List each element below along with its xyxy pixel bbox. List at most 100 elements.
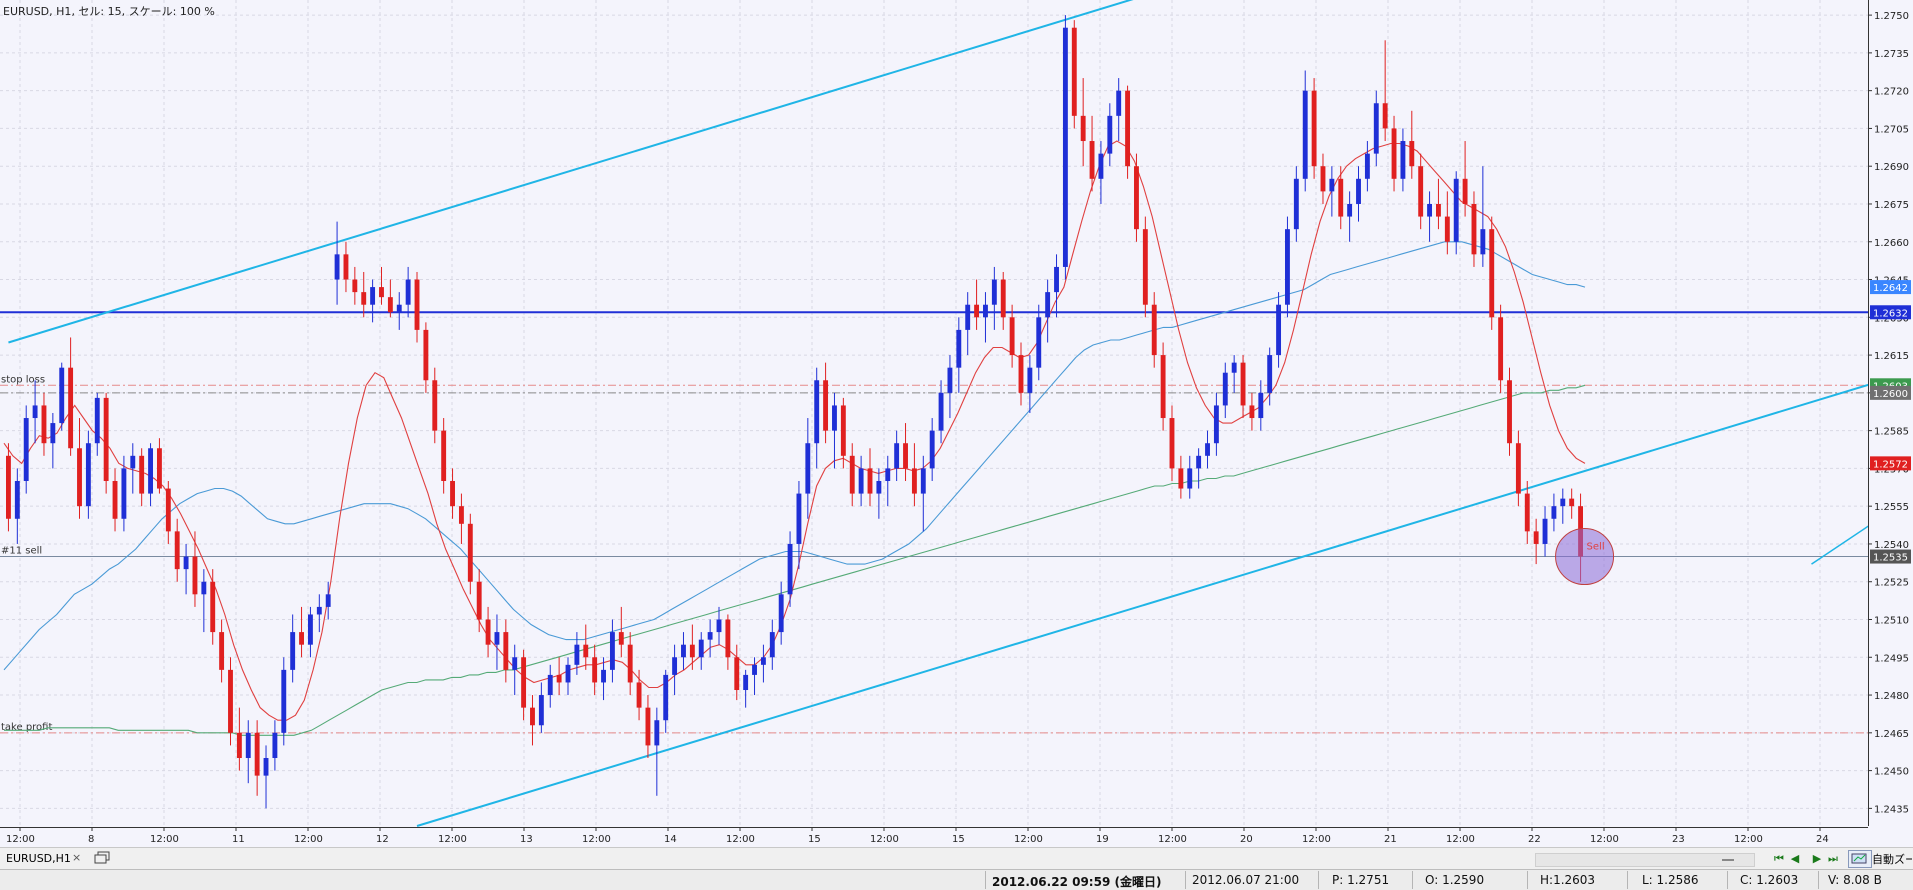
price-tick-label: 1.2705 bbox=[1874, 124, 1909, 135]
new-window-icon[interactable] bbox=[94, 851, 110, 865]
price-tag-label: 1.2572 bbox=[1873, 459, 1908, 470]
status-close: C: 1.2603 bbox=[1740, 873, 1799, 887]
price-tick-label: 1.2555 bbox=[1874, 502, 1909, 513]
autoscroll-icon[interactable] bbox=[1848, 850, 1872, 868]
scrollbar-thumb[interactable] bbox=[1722, 859, 1734, 861]
price-tag-label: 1.2642 bbox=[1873, 283, 1908, 294]
candle-body bbox=[325, 594, 331, 607]
candle-body bbox=[991, 279, 997, 305]
candle-body bbox=[1356, 178, 1361, 204]
scroll-last-button[interactable]: ⏭ bbox=[1828, 852, 1838, 865]
tab-eurusd-h1[interactable]: EURUSD,H1 bbox=[6, 852, 71, 865]
price-chart[interactable]: stop loss #11 sell take profit Sell bbox=[0, 0, 1870, 830]
scroll-first-button[interactable]: ⏮ bbox=[1774, 852, 1784, 865]
scroll-left-button[interactable]: ◀ bbox=[1790, 852, 1800, 865]
candle-body bbox=[192, 556, 198, 595]
candle-body bbox=[405, 279, 411, 305]
candle-body bbox=[840, 405, 846, 456]
candle-body bbox=[281, 669, 287, 733]
level-label: #11 sell bbox=[1, 546, 42, 557]
time-tick-label: 24 bbox=[1816, 834, 1829, 845]
time-tick-label: 8 bbox=[88, 834, 94, 845]
candle-body bbox=[1009, 317, 1015, 356]
candle-body bbox=[467, 523, 473, 582]
candle-body bbox=[645, 707, 651, 746]
candle-body bbox=[290, 632, 296, 670]
scroll-right-button[interactable]: ▶ bbox=[1812, 852, 1822, 865]
candle-body bbox=[547, 674, 553, 696]
status-high: H:1.2603 bbox=[1540, 873, 1596, 887]
candle-body bbox=[41, 405, 47, 444]
candle-body bbox=[387, 297, 393, 313]
candle-body bbox=[361, 292, 367, 305]
candle-body bbox=[210, 581, 216, 633]
time-tick-label: 15 bbox=[952, 834, 965, 845]
price-tick-label: 1.2525 bbox=[1874, 578, 1909, 589]
candle-body bbox=[1187, 468, 1193, 489]
candle-body bbox=[832, 405, 837, 431]
time-tick-label: 23 bbox=[1672, 834, 1685, 845]
time-tick-label: 20 bbox=[1240, 834, 1253, 845]
candle-body bbox=[698, 639, 704, 658]
price-tick-label: 1.2660 bbox=[1874, 238, 1909, 249]
price-tick-label: 1.2495 bbox=[1874, 653, 1909, 664]
candle-body bbox=[121, 468, 127, 519]
candle-body bbox=[299, 632, 304, 645]
candle-body bbox=[370, 287, 376, 305]
candle-body bbox=[1213, 405, 1219, 444]
candle-body bbox=[1400, 141, 1406, 179]
price-tick-label: 1.2735 bbox=[1874, 49, 1909, 60]
chart-area[interactable]: stop loss #11 sell take profit Sell EURUSD,… bbox=[0, 0, 1870, 830]
candle-body bbox=[50, 423, 56, 444]
candle-body bbox=[530, 707, 535, 726]
candle-body bbox=[760, 657, 766, 665]
candle-body bbox=[103, 397, 109, 481]
auto-zoom-button[interactable]: 自動ズーム bbox=[1872, 853, 1912, 866]
candle-body bbox=[1240, 362, 1246, 406]
candle-body bbox=[1142, 229, 1148, 305]
candle-body bbox=[1302, 90, 1308, 179]
candle-body bbox=[1258, 392, 1264, 419]
price-axis[interactable]: 1.2750 1.2735 1.2720 1.2705 1.2690 1.2675 1.26… bbox=[1868, 0, 1913, 830]
candle-body bbox=[458, 506, 464, 524]
candle-body bbox=[1453, 178, 1459, 242]
time-tick-label: 12:00 bbox=[1158, 834, 1187, 845]
candle-body bbox=[521, 657, 527, 708]
candle-body bbox=[432, 380, 438, 431]
candle-body bbox=[148, 448, 153, 494]
status-cursor-time: 2012.06.07 21:00 bbox=[1192, 873, 1300, 887]
price-tick-label: 1.2540 bbox=[1874, 540, 1909, 551]
candle-body bbox=[885, 468, 891, 481]
candle-body bbox=[1542, 518, 1548, 544]
candle-body bbox=[1462, 178, 1468, 204]
price-tag-bg bbox=[1870, 385, 1911, 400]
candle-body bbox=[476, 581, 482, 620]
candle-body bbox=[716, 619, 722, 633]
candle-body bbox=[512, 657, 518, 670]
candle-body bbox=[796, 493, 802, 544]
price-tick-label: 1.2510 bbox=[1874, 616, 1909, 627]
candle-body bbox=[1489, 229, 1495, 318]
price-tick-label: 1.2675 bbox=[1874, 200, 1909, 211]
time-tick-label: 12:00 bbox=[1014, 834, 1043, 845]
candle-body bbox=[609, 632, 615, 670]
time-tick-label: 21 bbox=[1384, 834, 1397, 845]
price-tick-label: 1.2435 bbox=[1874, 804, 1909, 815]
candle-body bbox=[228, 669, 233, 733]
candle-body bbox=[1045, 292, 1051, 318]
time-tick-label: 12:00 bbox=[6, 834, 35, 845]
candle-body bbox=[1311, 90, 1317, 167]
candle-body bbox=[1080, 115, 1086, 142]
horizontal-scrollbar[interactable] bbox=[1535, 853, 1755, 867]
status-bar: 2012.06.22 09:59 (金曜日) 2012.06.07 21:00 … bbox=[0, 869, 1913, 890]
candle-body bbox=[778, 594, 784, 633]
candle-body bbox=[1116, 90, 1122, 116]
candle-body bbox=[752, 664, 757, 675]
candle-body bbox=[245, 732, 251, 759]
tab-close-icon[interactable]: × bbox=[72, 851, 82, 864]
candle-body bbox=[1409, 141, 1415, 167]
chart-tab-bar: EURUSD,H1 × ⏮ ◀ ▶ ⏭ 自動ズーム bbox=[0, 847, 1913, 870]
header-symbol: EURUSD bbox=[3, 5, 50, 18]
candle-body bbox=[156, 448, 162, 489]
time-tick-label: 12 bbox=[376, 834, 389, 845]
